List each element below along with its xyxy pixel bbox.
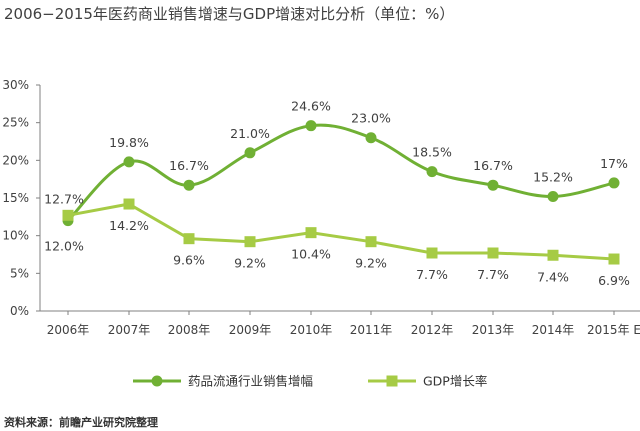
- data-point-sales: [547, 190, 559, 202]
- data-label: 9.2%: [234, 256, 266, 271]
- data-label: 18.5%: [412, 145, 452, 160]
- data-point-gdp: [426, 247, 438, 259]
- source-note: 资料来源：前瞻产业研究院整理: [4, 416, 158, 429]
- data-label: 7.7%: [416, 267, 448, 282]
- legend-label: 药品流通行业销售增幅: [188, 374, 313, 389]
- data-label: 6.9%: [598, 273, 630, 288]
- data-label: 12.7%: [44, 191, 84, 206]
- legend-marker-sales: [151, 375, 163, 387]
- data-point-gdp: [487, 247, 499, 259]
- data-point-sales: [183, 179, 195, 191]
- data-point-gdp: [183, 233, 195, 245]
- data-label: 9.2%: [355, 256, 387, 271]
- x-tick-label: 2006年: [47, 323, 90, 337]
- y-tick-label: 5%: [10, 266, 29, 280]
- legend-label: GDP增长率: [423, 374, 487, 389]
- data-label: 24.6%: [291, 99, 331, 114]
- data-point-gdp: [608, 253, 620, 265]
- chart-title: 2006−2015年医药商业销售增速与GDP增速对比分析（单位：%）: [4, 5, 455, 23]
- data-label: 17%: [600, 156, 628, 171]
- data-point-gdp: [305, 227, 317, 239]
- legend-marker-gdp: [386, 375, 398, 387]
- data-label: 7.4%: [537, 269, 569, 284]
- data-point-sales: [123, 156, 135, 168]
- x-tick-label: 2010年: [290, 323, 333, 337]
- x-tick-label: 2013年: [472, 323, 515, 337]
- data-label: 19.8%: [109, 135, 149, 150]
- data-point-sales: [305, 120, 317, 132]
- data-point-sales: [365, 132, 377, 144]
- data-label: 16.7%: [473, 158, 513, 173]
- y-tick-label: 25%: [2, 116, 29, 130]
- x-tick-label: 2008年: [168, 323, 211, 337]
- data-point-gdp: [547, 249, 559, 261]
- data-point-sales: [608, 177, 620, 189]
- y-tick-label: 30%: [2, 78, 29, 92]
- data-point-sales: [487, 179, 499, 191]
- data-point-sales: [244, 147, 256, 159]
- series-line-gdp: [67, 202, 615, 261]
- x-tick-label: 2014年: [532, 323, 575, 337]
- y-tick-label: 0%: [10, 304, 29, 318]
- data-label: 14.2%: [109, 218, 149, 233]
- x-tick-label: 2009年: [229, 323, 272, 337]
- data-point-gdp: [123, 198, 135, 210]
- y-tick-label: 10%: [2, 229, 29, 243]
- y-tick-label: 20%: [2, 153, 29, 167]
- data-label: 7.7%: [477, 267, 509, 282]
- x-tick-label: 2011年: [350, 323, 393, 337]
- data-point-sales: [426, 166, 438, 178]
- data-label: 9.6%: [173, 253, 205, 268]
- y-tick-label: 15%: [2, 191, 29, 205]
- data-label: 23.0%: [351, 111, 391, 126]
- data-label: 16.7%: [169, 158, 209, 173]
- series-line-sales: [66, 123, 615, 222]
- x-tick-label: 2012年: [411, 323, 454, 337]
- data-point-gdp: [244, 236, 256, 248]
- data-label: 21.0%: [230, 126, 270, 141]
- x-tick-label: 2007年: [108, 323, 151, 337]
- data-label: 12.0%: [44, 239, 84, 254]
- data-label: 10.4%: [291, 247, 331, 262]
- x-tick-label: 2015年 E: [587, 323, 640, 337]
- data-point-gdp: [365, 236, 377, 248]
- data-point-gdp: [62, 209, 74, 221]
- data-label: 15.2%: [533, 169, 573, 184]
